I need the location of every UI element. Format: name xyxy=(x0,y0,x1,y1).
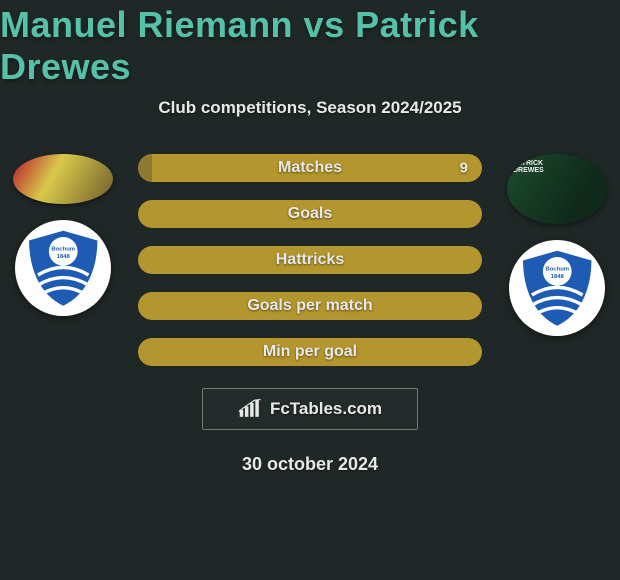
bochum-shield-icon: Bochum 1848 xyxy=(21,226,105,310)
left-player-avatar xyxy=(13,154,113,204)
stat-bar: Goals per match xyxy=(138,292,482,320)
bar-label: Min per goal xyxy=(138,343,482,361)
stat-bar: Matches9 xyxy=(138,154,482,182)
date-text: 30 october 2024 xyxy=(242,454,378,475)
stat-bar: Min per goal xyxy=(138,338,482,366)
club-text: Bochum xyxy=(545,266,569,272)
club-year: 1848 xyxy=(550,274,564,280)
avatar-name-tag: PATRICK DREWES xyxy=(513,160,544,174)
bochum-shield-icon: Bochum 1848 xyxy=(515,246,599,330)
right-player-avatar: PATRICK DREWES xyxy=(507,154,607,224)
bar-value-right: 9 xyxy=(460,160,468,177)
avatar-tag-first: PATRICK xyxy=(513,160,543,167)
club-text: Bochum xyxy=(51,246,75,252)
bar-chart-icon xyxy=(238,399,264,419)
subtitle: Club competitions, Season 2024/2025 xyxy=(158,98,461,118)
left-column: Bochum 1848 xyxy=(8,154,118,316)
brand-text: FcTables.com xyxy=(270,399,382,419)
page-title: Manuel Riemann vs Patrick Drewes xyxy=(0,4,620,88)
right-club-logo: Bochum 1848 xyxy=(509,240,605,336)
main-row: Bochum 1848 Matches9 Goals Hattricks Goals … xyxy=(0,154,620,366)
avatar-tag-last: DREWES xyxy=(513,167,544,174)
left-club-logo: Bochum 1848 xyxy=(15,220,111,316)
right-column: PATRICK DREWES Bochum 1848 xyxy=(502,154,612,336)
stat-bar: Goals xyxy=(138,200,482,228)
bar-label: Matches xyxy=(138,159,482,177)
brand-box[interactable]: FcTables.com xyxy=(202,388,418,430)
bar-label: Goals per match xyxy=(138,297,482,315)
stat-bar: Hattricks xyxy=(138,246,482,274)
club-year: 1848 xyxy=(56,254,70,260)
bars-column: Matches9 Goals Hattricks Goals per match Min… xyxy=(118,154,502,366)
bar-label: Goals xyxy=(138,205,482,223)
bar-label: Hattricks xyxy=(138,251,482,269)
stats-card: Manuel Riemann vs Patrick Drewes Club co… xyxy=(0,0,620,580)
